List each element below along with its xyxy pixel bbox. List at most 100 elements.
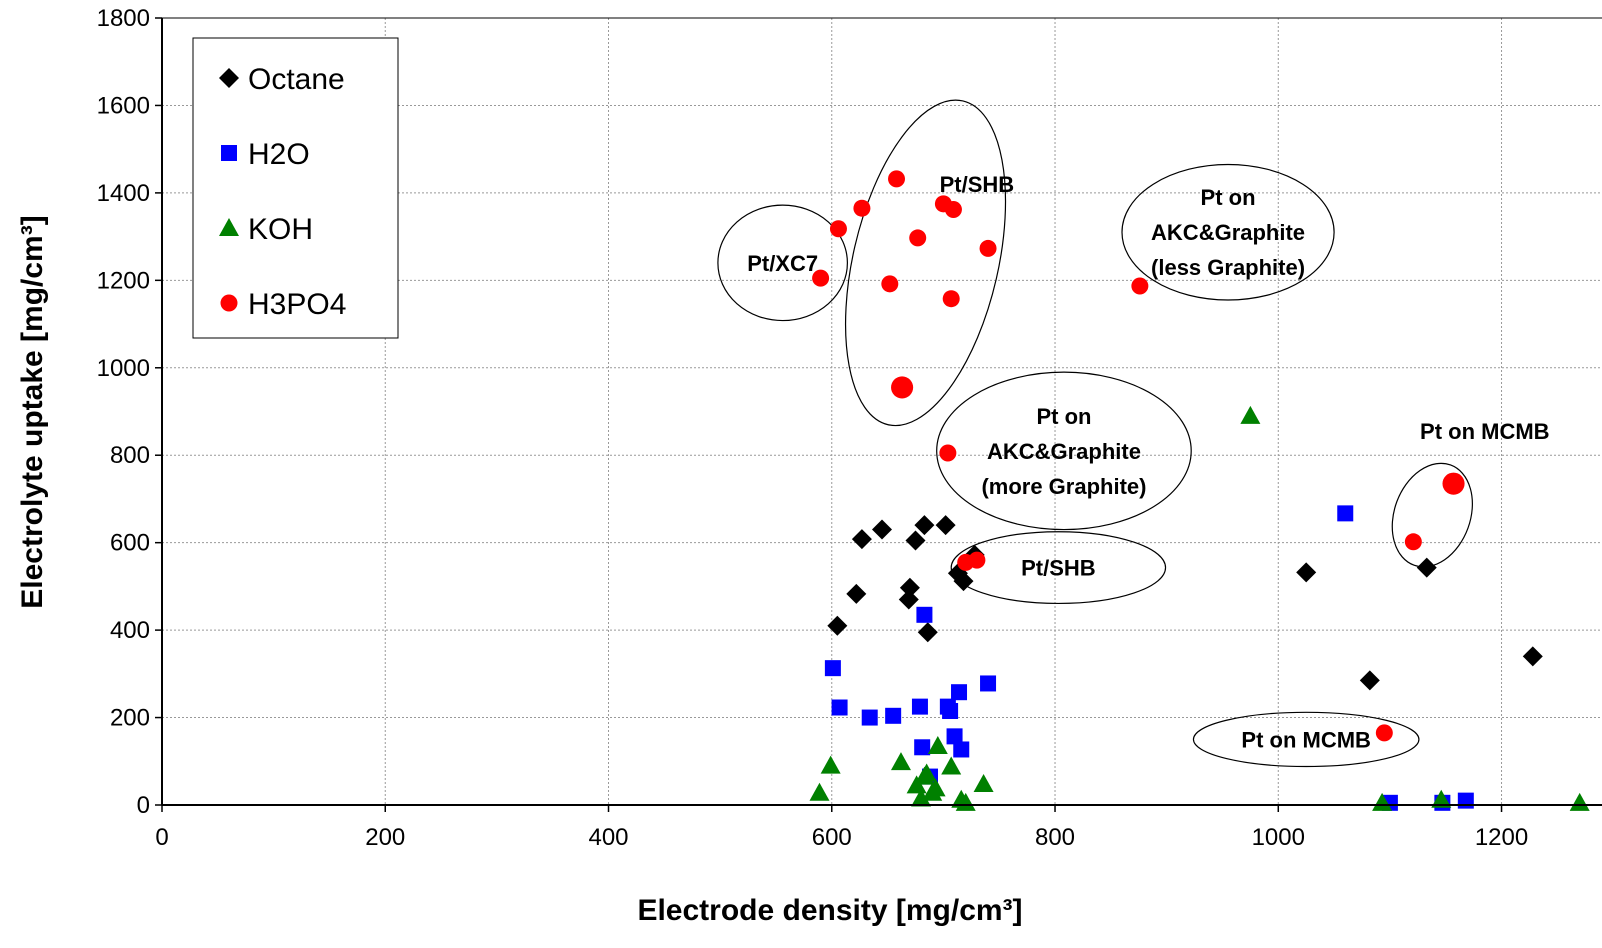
data-point <box>916 763 937 782</box>
data-point <box>942 290 960 308</box>
annotation-label: Pt/SHB <box>940 172 1015 197</box>
annotation-ellipse <box>844 99 1007 427</box>
data-point <box>1337 505 1354 522</box>
data-point <box>851 529 872 550</box>
data-point <box>888 170 906 188</box>
annotation-label: (less Graphite) <box>1151 255 1305 280</box>
data-point <box>1131 277 1149 295</box>
x-tick-label: 200 <box>365 824 405 851</box>
x-tick-label: 1200 <box>1475 824 1528 851</box>
legend-label-koh: KOH <box>248 213 313 246</box>
series-h3po4 <box>812 170 1465 742</box>
x-tick-label: 1000 <box>1252 824 1305 851</box>
annotation-label: AKC&Graphite <box>1151 220 1305 245</box>
data-point <box>827 615 848 636</box>
data-point <box>916 606 933 623</box>
y-tick-label: 1800 <box>97 5 150 32</box>
data-point <box>980 675 997 692</box>
data-point <box>951 684 968 701</box>
data-point <box>979 239 997 257</box>
y-tick-label: 1400 <box>97 180 150 207</box>
x-axis-label: Electrode density [mg/cm³] <box>637 894 1022 927</box>
data-point <box>1375 724 1393 742</box>
legend-marker-koh <box>219 218 239 236</box>
y-tick-label: 800 <box>110 442 150 469</box>
y-tick-label: 400 <box>110 617 150 644</box>
y-tick-label: 1600 <box>97 92 150 119</box>
data-point <box>1372 792 1393 811</box>
data-point <box>946 728 963 745</box>
data-point <box>927 735 948 754</box>
series-koh <box>809 405 1590 811</box>
legend-marker-octane <box>219 68 239 88</box>
data-point <box>809 782 830 801</box>
tick-labels: 0 200 400 600 800 1000 1200 0 200 400 600 800 1000 12… <box>97 5 1529 851</box>
data-point <box>944 201 962 219</box>
data-point <box>914 739 931 756</box>
legend: Octane H2O KOH H3PO4 <box>192 37 399 339</box>
annotation-label: Pt/SHB <box>1021 556 1096 581</box>
data-point <box>1296 562 1317 583</box>
data-point-large <box>891 376 914 399</box>
data-point <box>1359 670 1380 691</box>
series-octane <box>827 515 1543 691</box>
data-point <box>935 515 956 536</box>
data-point <box>911 788 932 807</box>
legend-label-octane: Octane <box>248 63 345 96</box>
y-tick-label: 600 <box>110 530 150 557</box>
data-point <box>824 660 841 677</box>
annotation-ellipse <box>1192 711 1420 768</box>
annotation-ellipse <box>1391 462 1473 568</box>
data-point <box>812 269 830 287</box>
data-point <box>905 530 926 551</box>
data-point <box>925 778 946 797</box>
data-point-large <box>1442 472 1465 495</box>
annotation-label: Pt/XC7 <box>747 251 818 276</box>
y-tick-label: 200 <box>110 705 150 732</box>
annotation-ellipse <box>717 204 848 322</box>
annotation-ellipse <box>936 371 1192 531</box>
y-tick-label: 0 <box>137 792 150 819</box>
annotation-ellipse <box>1121 163 1335 301</box>
annotation-label: Pt on <box>1201 185 1256 210</box>
annotation-label: Pt on MCMB <box>1241 727 1371 752</box>
data-point <box>899 577 920 598</box>
data-point <box>939 444 957 462</box>
data-point <box>831 699 848 716</box>
data-point <box>941 756 962 775</box>
x-tick-label: 400 <box>588 824 628 851</box>
annotation-group: Pt/XC7 Pt/SHB Pt on AKC&Graphite (less Graph… <box>717 99 1550 768</box>
legend-marker-h3po4 <box>220 294 238 312</box>
data-point <box>1569 792 1590 811</box>
series-h2o <box>824 505 1474 811</box>
axes <box>155 17 1602 812</box>
data-point <box>898 589 919 610</box>
x-tick-label: 0 <box>155 824 168 851</box>
data-point <box>829 220 847 238</box>
data-point <box>1404 533 1422 551</box>
data-point <box>917 622 938 643</box>
legend-marker-h2o <box>221 145 237 161</box>
data-point <box>909 229 927 247</box>
annotation-label: Pt on <box>1036 404 1091 429</box>
data-point <box>1431 789 1452 808</box>
data-point <box>846 583 867 604</box>
annotation-label: AKC&Graphite <box>987 439 1141 464</box>
data-point <box>1416 557 1437 578</box>
data-point <box>881 275 899 293</box>
y-tick-label: 1200 <box>97 267 150 294</box>
data-point <box>885 707 902 724</box>
data-points <box>809 170 1590 811</box>
data-point <box>872 519 892 540</box>
x-tick-label: 800 <box>1035 824 1075 851</box>
data-point <box>853 199 871 217</box>
data-point <box>973 774 994 793</box>
data-point <box>820 755 841 774</box>
legend-label-h2o: H2O <box>248 138 310 171</box>
annotation-label: (more Graphite) <box>981 474 1146 499</box>
annotation-label: Pt on MCMB <box>1420 419 1550 444</box>
data-point <box>861 709 878 726</box>
data-point <box>968 551 986 569</box>
data-point <box>914 515 935 536</box>
